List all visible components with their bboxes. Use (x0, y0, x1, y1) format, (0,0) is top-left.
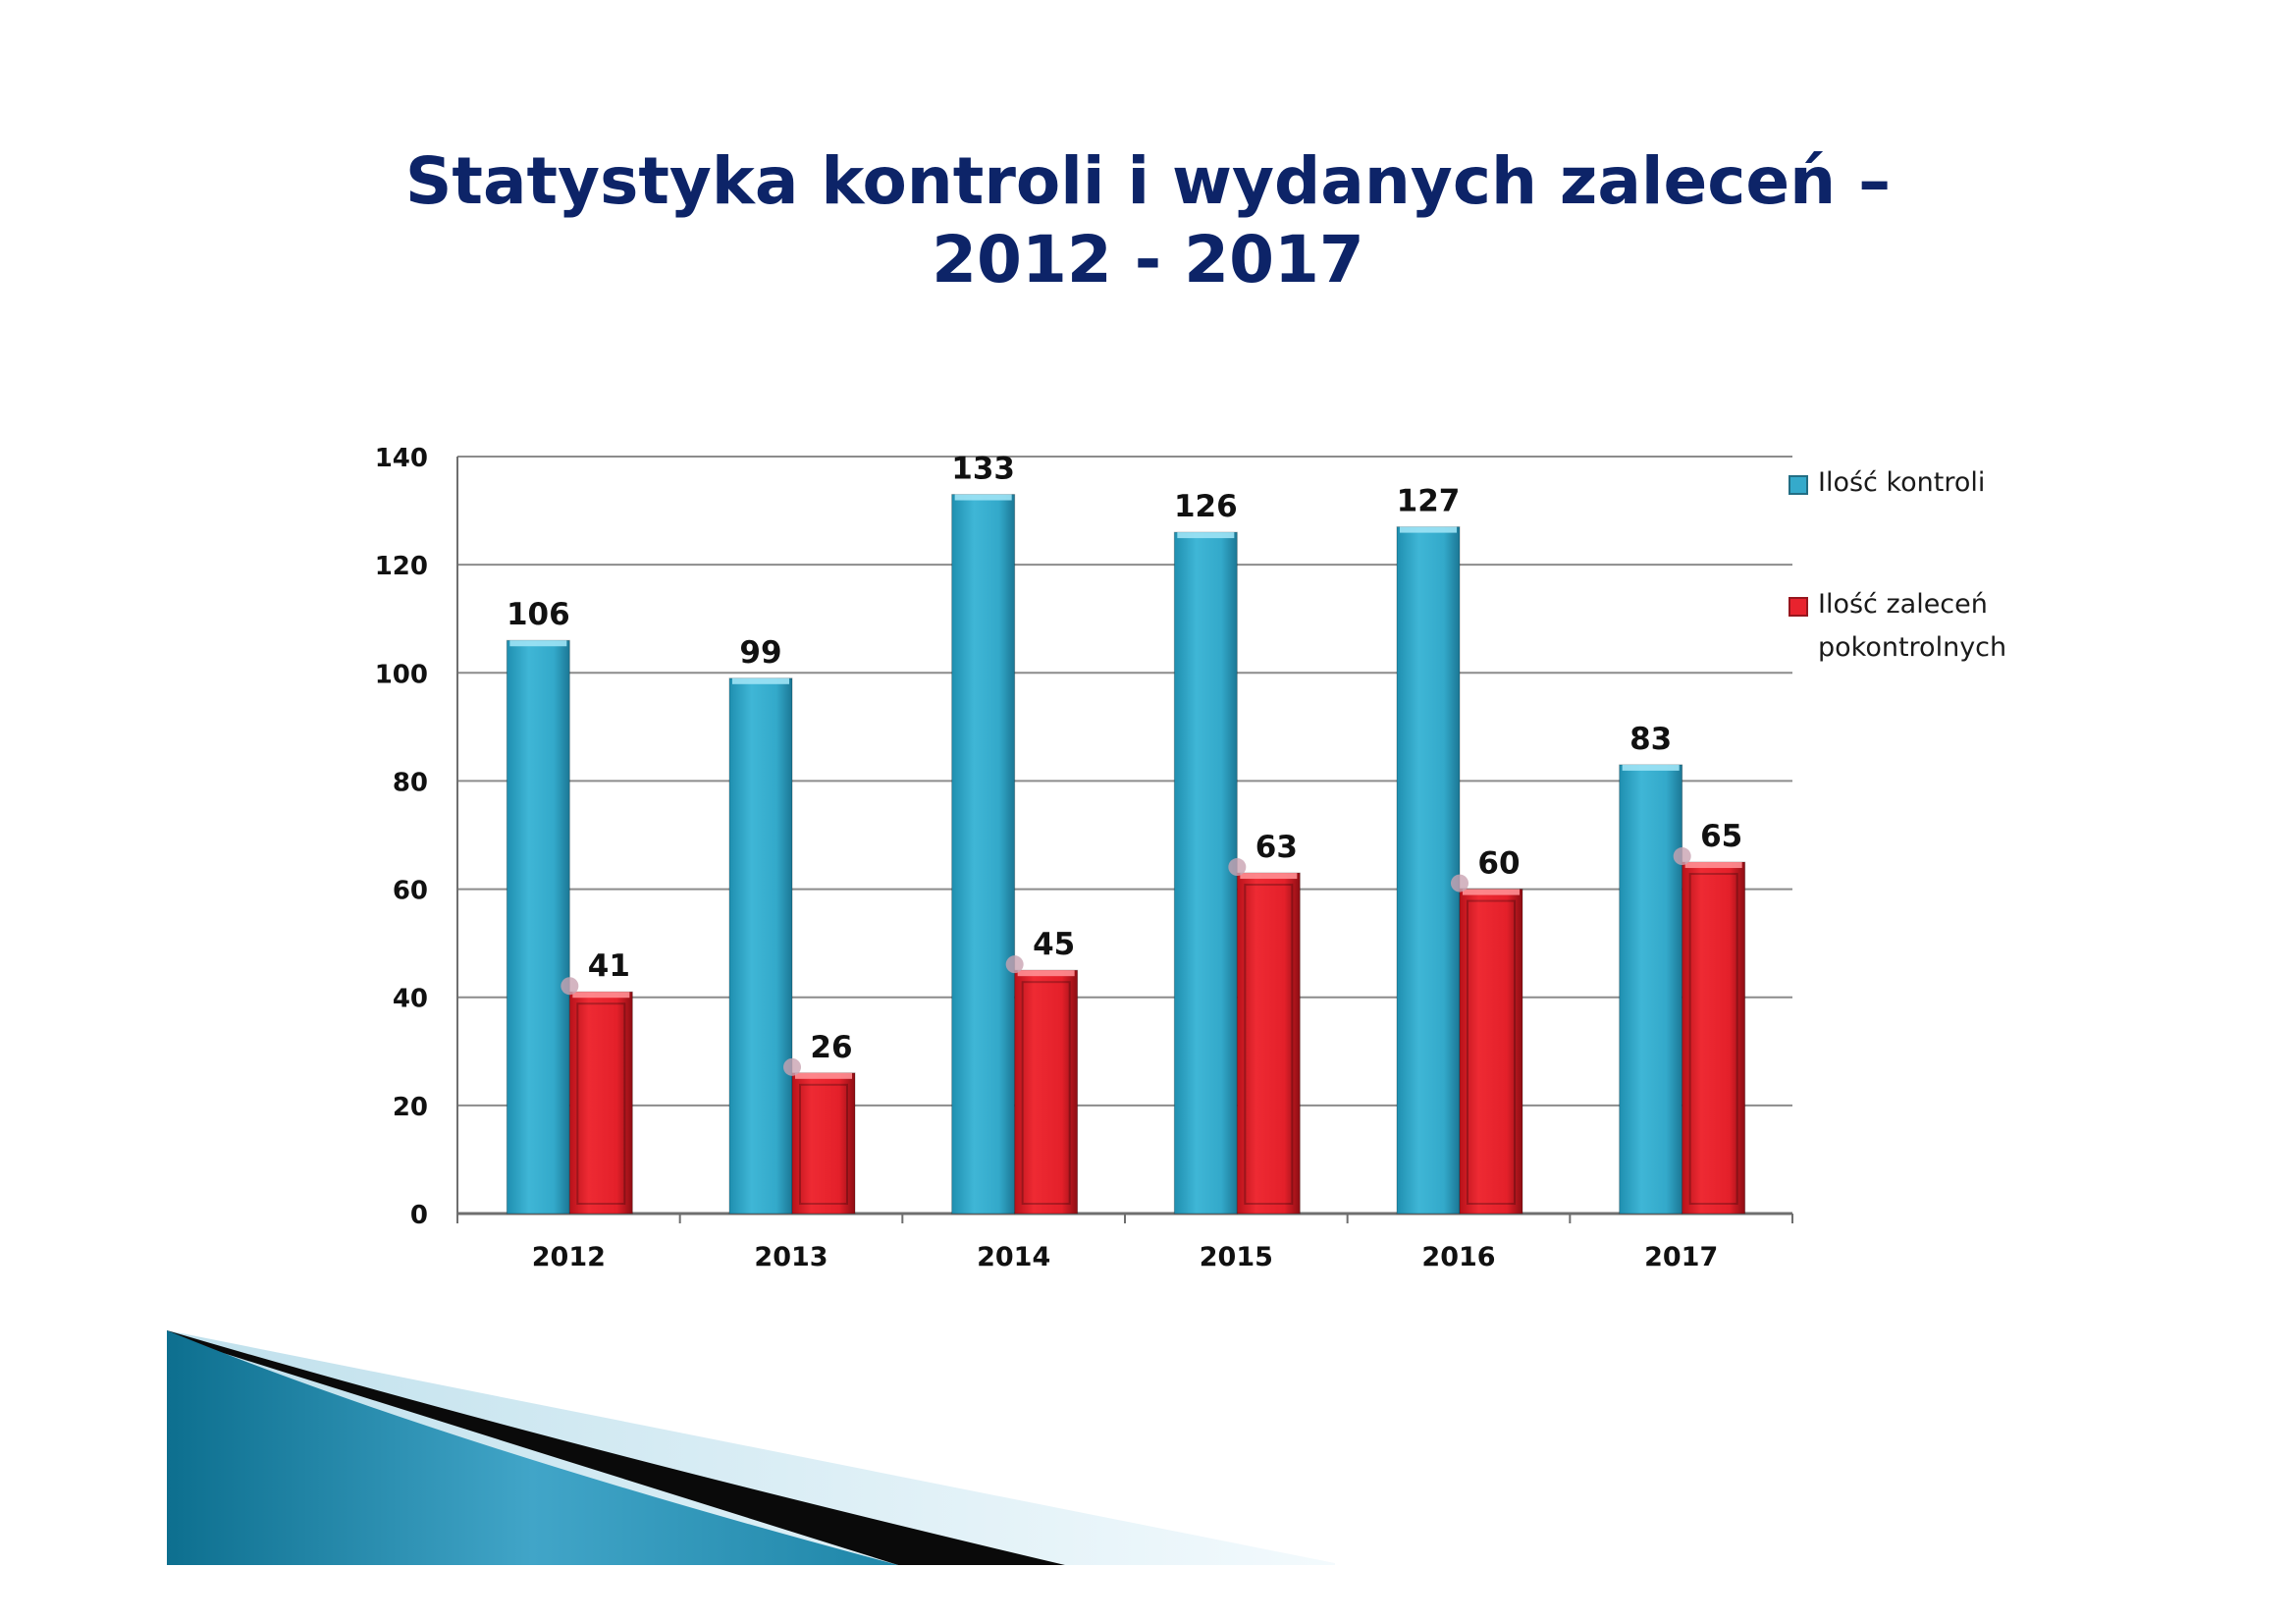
bar-zalecen-2016 (1451, 874, 1523, 1215)
title-line-2: 2012 - 2017 (932, 222, 1364, 297)
legend-swatch-zalecen (1789, 597, 1808, 617)
bar-body (1619, 764, 1683, 1215)
data-label-zalecen-2017: 65 (1700, 819, 1742, 854)
bar-top-highlight (1017, 970, 1075, 977)
y-tick-label-120: 120 (375, 552, 428, 581)
bar-body (951, 494, 1016, 1215)
data-label-kontroli-2017: 83 (1629, 722, 1672, 757)
legend-item-zalecen: Ilość zaleceń pokontrolnych (1785, 583, 2079, 670)
slide-title: Statystyka kontroli i wydanych zaleceń –… (0, 142, 2296, 299)
legend: Ilość kontroli Ilość zaleceń pokontrolny… (1785, 461, 2079, 670)
bar-kontroli-2016 (1396, 526, 1461, 1215)
bar-body (1459, 889, 1523, 1215)
data-label-zalecen-2015: 63 (1255, 830, 1298, 865)
bar-top-highlight (795, 1072, 852, 1079)
bar-body (568, 991, 633, 1215)
grid-layer (456, 456, 1793, 1223)
bar-top-highlight (1684, 862, 1742, 869)
bar-bead (1228, 858, 1247, 877)
bar-body (506, 639, 570, 1215)
data-label-kontroli-2013: 99 (739, 635, 781, 671)
bar-bead (1005, 955, 1024, 974)
legend-label-kontroli: Ilość kontroli (1818, 467, 1986, 498)
bar-top-highlight (572, 992, 630, 999)
y-tick-label-0: 0 (410, 1201, 428, 1230)
data-label-zalecen-2014: 45 (1033, 927, 1075, 962)
y-tick-label-40: 40 (393, 985, 428, 1014)
title-line-1: Statystyka kontroli i wydanych zaleceń – (404, 143, 1892, 219)
bar-top-highlight (1463, 889, 1520, 895)
bar-top-highlight (1400, 526, 1457, 533)
bar-body (1173, 531, 1238, 1215)
bar-kontroli-2017 (1619, 764, 1683, 1215)
x-tick-label-2013: 2013 (754, 1242, 828, 1272)
bar-bevel (576, 1002, 626, 1206)
bar-bevel (799, 1083, 848, 1206)
y-tick-label-140: 140 (375, 444, 428, 473)
x-tick-label-2014: 2014 (977, 1242, 1050, 1272)
bar-zalecen-2017 (1673, 847, 1746, 1215)
x-tick-label-2017: 2017 (1644, 1242, 1718, 1272)
bar-top-highlight (732, 677, 789, 684)
y-tick-label-100: 100 (375, 660, 428, 689)
bar-top-highlight (1622, 764, 1680, 771)
bar-body (1396, 526, 1461, 1215)
data-label-kontroli-2016: 127 (1397, 484, 1461, 519)
bar-kontroli-2015 (1173, 531, 1238, 1215)
y-tick-label-20: 20 (393, 1093, 428, 1122)
labels-layer: 0 20 40 60 80 100 120 140 106 41 2012 99 26 2013 133 45… (375, 444, 1743, 1272)
bar-body (728, 677, 793, 1215)
bar-bead (561, 977, 579, 996)
legend-swatch-kontroli (1789, 475, 1808, 495)
y-tick-label-80: 80 (393, 768, 428, 797)
bar-zalecen-2014 (1005, 955, 1079, 1215)
bar-bead (1451, 874, 1468, 892)
bar-top-highlight (1240, 873, 1298, 880)
bar-bevel (1244, 884, 1294, 1205)
swoosh-blue (167, 1330, 898, 1565)
bar-bevel (1021, 981, 1071, 1206)
bar-body (791, 1072, 856, 1215)
bar-zalecen-2012 (561, 977, 633, 1215)
legend-item-kontroli: Ilość kontroli (1785, 461, 2079, 505)
data-label-kontroli-2014: 133 (951, 452, 1015, 487)
data-label-zalecen-2016: 60 (1477, 846, 1520, 882)
bar-kontroli-2014 (951, 494, 1016, 1215)
x-tick-label-2016: 2016 (1421, 1242, 1495, 1272)
data-label-kontroli-2015: 126 (1174, 489, 1238, 524)
bar-body (1236, 872, 1301, 1215)
bar-zalecen-2013 (783, 1057, 856, 1215)
bar-top-highlight (1177, 532, 1235, 539)
y-tick-label-60: 60 (393, 877, 428, 906)
bar-zalecen-2015 (1228, 858, 1301, 1215)
x-tick-label-2015: 2015 (1200, 1242, 1273, 1272)
bar-bevel (1688, 873, 1738, 1205)
data-label-kontroli-2012: 106 (507, 597, 570, 632)
bar-kontroli-2012 (506, 639, 570, 1215)
data-label-zalecen-2013: 26 (810, 1030, 852, 1065)
data-label-zalecen-2012: 41 (588, 948, 630, 984)
bar-bead (1673, 847, 1691, 866)
bar-bevel (1467, 899, 1516, 1205)
legend-label-zalecen: Ilość zaleceń pokontrolnych (1818, 589, 2007, 663)
bar-top-highlight (509, 640, 567, 647)
x-tick-label-2012: 2012 (532, 1242, 606, 1272)
bar-body (1682, 861, 1746, 1215)
bars-layer (506, 494, 1746, 1215)
bar-bead (783, 1057, 801, 1076)
bar-top-highlight (954, 494, 1012, 501)
bar-kontroli-2013 (728, 677, 793, 1215)
